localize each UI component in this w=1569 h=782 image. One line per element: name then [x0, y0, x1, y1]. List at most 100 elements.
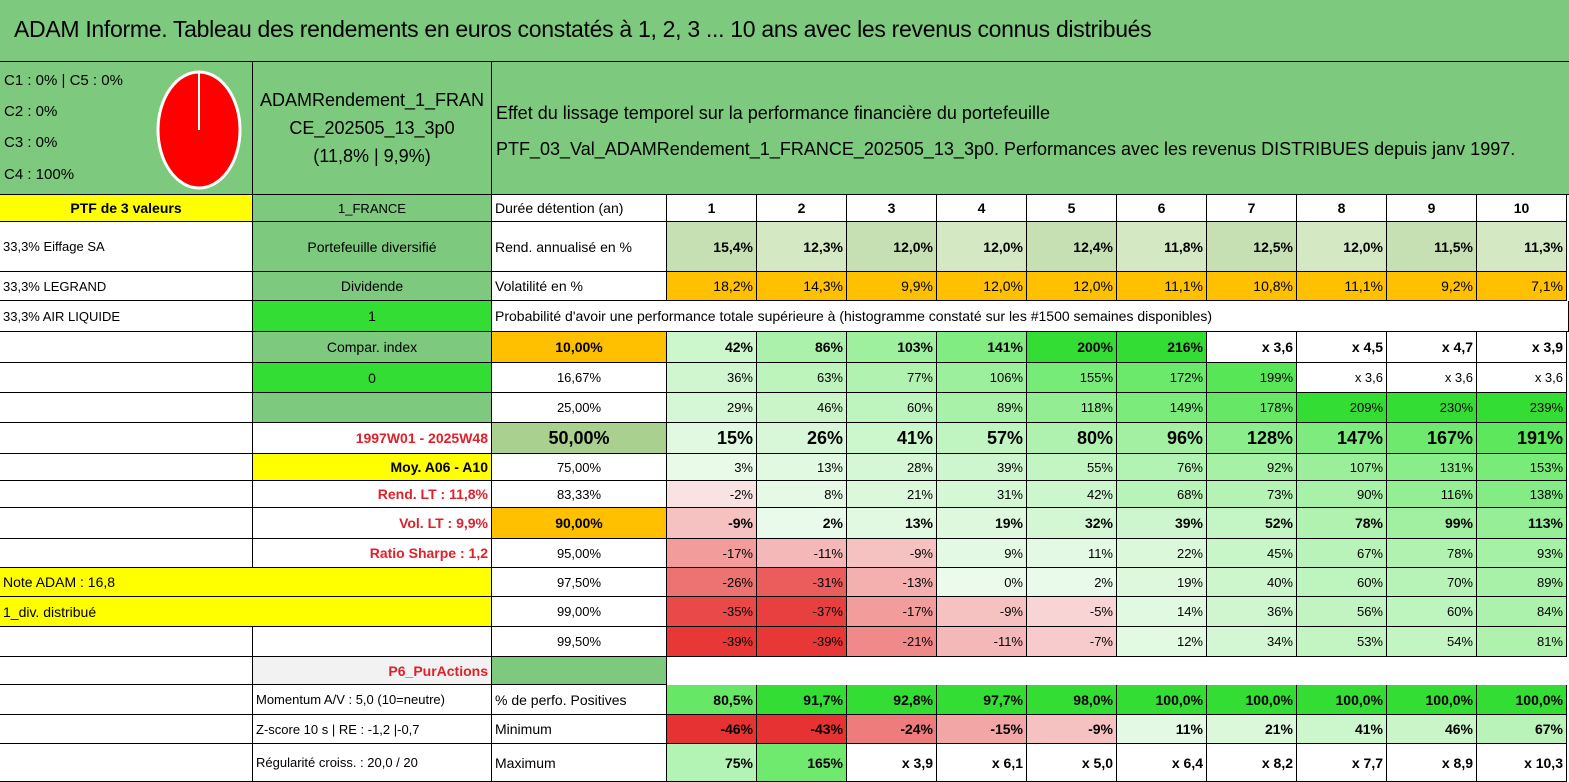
- side-empty: [253, 393, 492, 423]
- max-value: x 7,7: [1297, 744, 1387, 782]
- prob-value: 52%: [1207, 508, 1297, 539]
- prob-value: 216%: [1117, 332, 1207, 363]
- vol-value: 7,1%: [1477, 272, 1567, 301]
- prob-value: -21%: [847, 627, 937, 657]
- rend-value: 12,0%: [1297, 222, 1387, 272]
- side-sharpe: Ratio Sharpe : 1,2: [253, 539, 492, 568]
- max-value: 75%: [667, 744, 757, 782]
- prob-value: -11%: [757, 539, 847, 568]
- dividend-value: 1: [253, 301, 492, 332]
- momentum-label: Momentum A/V : 5,0 (10=neutre): [253, 685, 492, 715]
- holding-air-liquide: 33,3% AIR LIQUIDE: [0, 301, 253, 332]
- prob-value: -9%: [937, 597, 1027, 627]
- prob-value: 84%: [1477, 597, 1567, 627]
- diversification-label: Portefeuille diversifié: [253, 222, 492, 272]
- regularite-label: Régularité croiss. : 20,0 / 20: [253, 744, 492, 782]
- min-value: 11%: [1117, 715, 1207, 744]
- empty-cell: [0, 454, 253, 481]
- prob-threshold: 97,50%: [492, 568, 667, 597]
- empty-cell: [0, 685, 253, 715]
- year-header: 4: [937, 195, 1027, 222]
- max-value: x 3,9: [847, 744, 937, 782]
- prob-value: 68%: [1117, 481, 1207, 508]
- prob-value: x 3,6: [1207, 332, 1297, 363]
- pos-value: 100,0%: [1297, 685, 1387, 715]
- empty-cell: [0, 508, 253, 539]
- year-header: 9: [1387, 195, 1477, 222]
- prob-value: -11%: [937, 627, 1027, 657]
- prob-value: -5%: [1027, 597, 1117, 627]
- rend-value: 12,5%: [1207, 222, 1297, 272]
- max-value: x 8,9: [1387, 744, 1477, 782]
- vol-value: 14,3%: [757, 272, 847, 301]
- prob-value: 131%: [1387, 454, 1477, 481]
- prob-value: 70%: [1387, 568, 1477, 597]
- year-header: 10: [1477, 195, 1567, 222]
- prob-threshold: 16,67%: [492, 363, 667, 393]
- side-compar-value: 0: [253, 363, 492, 393]
- empty-cell: [0, 393, 253, 423]
- empty-cell: [0, 363, 253, 393]
- max-value: x 8,2: [1207, 744, 1297, 782]
- prob-value: 15%: [667, 423, 757, 454]
- prob-label: Probabilité d'avoir une performance tota…: [492, 301, 1569, 332]
- prob-value: 19%: [937, 508, 1027, 539]
- min-value: 46%: [1387, 715, 1477, 744]
- prob-value: 106%: [937, 363, 1027, 393]
- prob-value: 78%: [1297, 508, 1387, 539]
- min-value: -46%: [667, 715, 757, 744]
- pos-value: 91,7%: [757, 685, 847, 715]
- rend-value: 11,3%: [1477, 222, 1567, 272]
- prob-value: 60%: [1297, 568, 1387, 597]
- prob-value: 53%: [1297, 627, 1387, 657]
- prob-value: 76%: [1117, 454, 1207, 481]
- prob-value: x 3,6: [1477, 363, 1567, 393]
- prob-value: -17%: [847, 597, 937, 627]
- year-header: 2: [757, 195, 847, 222]
- note-div-distribue: 1_div. distribué: [0, 597, 492, 627]
- prob-value: 32%: [1027, 508, 1117, 539]
- prob-value: -9%: [667, 508, 757, 539]
- empty-cell: [0, 423, 253, 454]
- min-value: -9%: [1027, 715, 1117, 744]
- max-value: x 6,4: [1117, 744, 1207, 782]
- min-value: -24%: [847, 715, 937, 744]
- min-label: Minimum: [492, 715, 667, 744]
- prob-value: 26%: [757, 423, 847, 454]
- prob-value: 39%: [1117, 508, 1207, 539]
- prob-value: 11%: [1027, 539, 1117, 568]
- prob-value: 128%: [1207, 423, 1297, 454]
- prob-value: 155%: [1027, 363, 1117, 393]
- prob-value: 40%: [1207, 568, 1297, 597]
- prob-value: 55%: [1027, 454, 1117, 481]
- prob-value: 34%: [1207, 627, 1297, 657]
- prob-value: 89%: [937, 393, 1027, 423]
- empty-cell: [0, 627, 253, 657]
- prob-value: 22%: [1117, 539, 1207, 568]
- pos-value: 100,0%: [1117, 685, 1207, 715]
- vol-value: 12,0%: [937, 272, 1027, 301]
- prob-value: -2%: [667, 481, 757, 508]
- prob-value: 14%: [1117, 597, 1207, 627]
- prob-value: 0%: [937, 568, 1027, 597]
- max-value: 165%: [757, 744, 847, 782]
- prob-value: 77%: [847, 363, 937, 393]
- pos-value: 100,0%: [1477, 685, 1567, 715]
- prob-value: 12%: [1117, 627, 1207, 657]
- max-label: Maximum: [492, 744, 667, 782]
- prob-value: -31%: [757, 568, 847, 597]
- prob-value: 39%: [937, 454, 1027, 481]
- pos-value: 100,0%: [1207, 685, 1297, 715]
- portfolio-name-box: ADAMRendement_1_FRAN CE_202505_13_3p0 (1…: [253, 62, 492, 195]
- vol-value: 9,2%: [1387, 272, 1477, 301]
- rend-value: 11,8%: [1117, 222, 1207, 272]
- prob-value: 90%: [1297, 481, 1387, 508]
- market-label: 1_FRANCE: [253, 195, 492, 222]
- empty-cell: [0, 657, 253, 685]
- empty-cell: [0, 481, 253, 508]
- prob-value: 96%: [1117, 423, 1207, 454]
- legend-c4: C4 : 100%: [4, 166, 75, 183]
- pos-value: 80,5%: [667, 685, 757, 715]
- prob-value: 57%: [937, 423, 1027, 454]
